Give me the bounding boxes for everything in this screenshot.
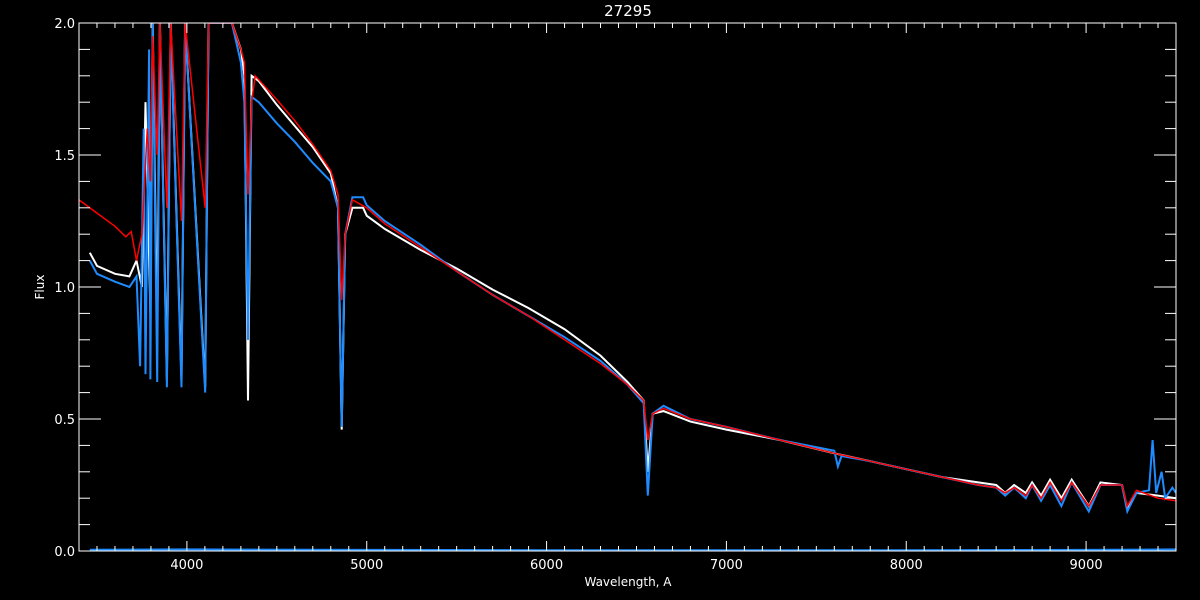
y-tick-label: 0.0 [54,545,75,560]
x-tick-label: 5000 [350,558,383,573]
axes-layer: 4000 5000 6000 7000 8000 9000 0.0 0.5 1.0 1.5 2.0 [54,17,1177,573]
chart-title: 27295 [604,2,652,20]
y-tick-label: 1.5 [54,149,75,164]
y-tick-label: 0.5 [54,413,75,428]
x-tick-label: 9000 [1070,558,1103,573]
x-tick-label: 7000 [710,558,743,573]
y-tick-label: 2.0 [54,17,75,32]
y-tick-label: 1.0 [54,281,75,296]
series-line-3 [89,548,1176,551]
series-line-2 [79,23,1176,509]
x-tick-label: 8000 [890,558,923,573]
series-layer [79,23,1176,551]
y-axis-label: Flux [33,275,47,300]
x-tick-label: 6000 [530,558,563,573]
x-tick-label: 4000 [170,558,203,573]
x-axis-label: Wavelength, A [584,575,672,589]
